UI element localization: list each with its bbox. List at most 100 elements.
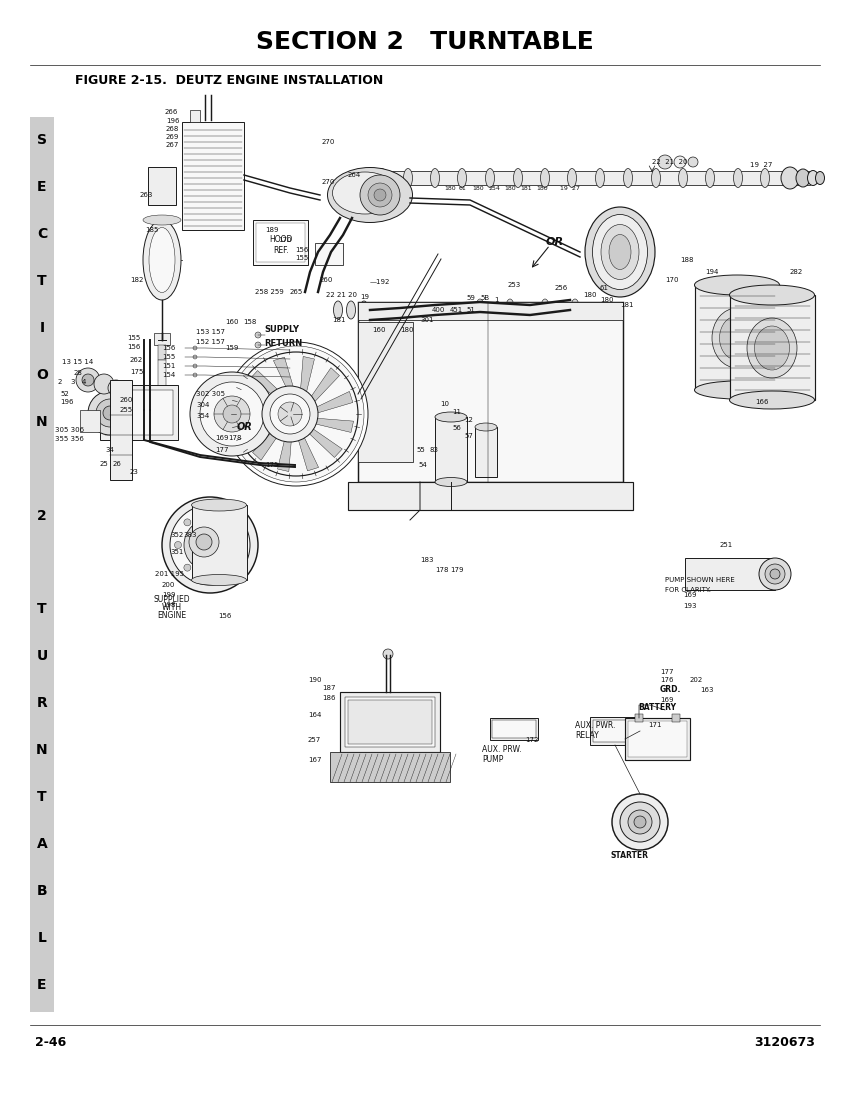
Text: FIGURE 2-15.  DEUTZ ENGINE INSTALLATION: FIGURE 2-15. DEUTZ ENGINE INSTALLATION	[75, 74, 383, 87]
Text: U: U	[37, 649, 48, 663]
Bar	[672, 714, 680, 722]
Text: S: S	[37, 133, 47, 147]
Text: 177: 177	[215, 447, 229, 453]
Circle shape	[189, 527, 219, 557]
Bar	[158, 345, 166, 360]
Bar	[256, 223, 305, 262]
Text: 301: 301	[420, 317, 434, 323]
Text: 181: 181	[520, 186, 532, 190]
Text: 57: 57	[464, 433, 473, 439]
Text: 25: 25	[100, 461, 109, 468]
Text: 260: 260	[120, 397, 133, 403]
Text: 158: 158	[243, 319, 257, 324]
Ellipse shape	[143, 214, 181, 225]
Ellipse shape	[377, 168, 387, 187]
Ellipse shape	[475, 424, 497, 431]
Circle shape	[196, 534, 212, 550]
Text: 19: 19	[360, 294, 369, 300]
Circle shape	[193, 364, 197, 368]
Text: 258 259: 258 259	[255, 289, 284, 295]
Text: 355 356: 355 356	[55, 436, 84, 442]
Bar	[348, 482, 633, 510]
Text: 268: 268	[166, 126, 179, 132]
Text: I: I	[39, 321, 44, 334]
Bar	[148, 167, 176, 205]
Bar	[593, 720, 637, 742]
Text: WITH: WITH	[162, 604, 182, 613]
Text: 151: 151	[162, 363, 175, 368]
Text: 19  27: 19 27	[560, 186, 580, 190]
Ellipse shape	[571, 299, 579, 315]
Text: 166: 166	[755, 399, 768, 405]
Text: 264: 264	[348, 172, 361, 178]
Bar	[105, 390, 173, 435]
Polygon shape	[312, 418, 354, 432]
Text: 12: 12	[464, 417, 473, 424]
Circle shape	[184, 519, 191, 526]
Circle shape	[658, 155, 672, 169]
Ellipse shape	[761, 168, 769, 187]
Circle shape	[223, 405, 241, 424]
Circle shape	[88, 390, 132, 435]
Circle shape	[190, 372, 274, 456]
Text: 351: 351	[170, 549, 184, 556]
Circle shape	[170, 505, 250, 585]
Text: SECTION 2   TURNTABLE: SECTION 2 TURNTABLE	[256, 30, 594, 54]
Text: 266: 266	[165, 109, 178, 116]
Ellipse shape	[712, 308, 762, 369]
Bar	[365, 170, 810, 185]
Polygon shape	[239, 396, 280, 410]
Text: 154: 154	[162, 372, 175, 378]
Text: B: B	[37, 884, 48, 898]
Circle shape	[82, 374, 94, 386]
Bar	[695, 285, 780, 390]
Text: 265: 265	[290, 289, 303, 295]
Ellipse shape	[541, 168, 549, 187]
Text: 178: 178	[228, 434, 241, 441]
Circle shape	[270, 394, 310, 435]
Text: 194: 194	[705, 270, 718, 275]
Text: 52: 52	[60, 390, 69, 397]
Ellipse shape	[327, 167, 412, 222]
Text: 160: 160	[225, 319, 239, 324]
Ellipse shape	[360, 301, 369, 319]
Text: 59: 59	[466, 295, 475, 301]
Ellipse shape	[333, 301, 343, 319]
Bar	[154, 333, 170, 345]
Text: 181: 181	[620, 302, 633, 308]
Text: 175: 175	[265, 462, 278, 468]
Text: 4: 4	[82, 379, 87, 385]
Circle shape	[214, 396, 250, 432]
Circle shape	[674, 156, 686, 168]
Text: 302 305: 302 305	[196, 390, 225, 397]
Text: 282: 282	[790, 270, 803, 275]
Circle shape	[230, 564, 236, 571]
Text: 180: 180	[600, 297, 614, 302]
Circle shape	[634, 816, 646, 828]
Text: AUX. PRW.: AUX. PRW.	[482, 746, 522, 755]
Text: 55: 55	[416, 447, 425, 453]
Ellipse shape	[332, 172, 398, 214]
Circle shape	[203, 538, 217, 552]
Polygon shape	[296, 431, 319, 471]
Bar	[315, 243, 343, 265]
Bar	[100, 385, 178, 440]
Bar	[492, 720, 536, 738]
Text: 170: 170	[665, 277, 678, 283]
Ellipse shape	[485, 168, 495, 187]
Text: 155: 155	[295, 255, 309, 261]
Bar	[110, 379, 132, 480]
Text: 270: 270	[322, 179, 336, 185]
Text: 354: 354	[196, 412, 209, 419]
Bar	[345, 697, 435, 747]
Circle shape	[628, 810, 652, 834]
Circle shape	[196, 531, 224, 559]
Bar	[730, 295, 815, 400]
Ellipse shape	[755, 326, 790, 370]
Text: 183: 183	[420, 557, 434, 563]
Ellipse shape	[476, 299, 484, 315]
Text: 156: 156	[295, 248, 309, 253]
Text: T: T	[37, 603, 47, 616]
Text: 169: 169	[683, 592, 696, 598]
Text: R: R	[37, 696, 48, 711]
